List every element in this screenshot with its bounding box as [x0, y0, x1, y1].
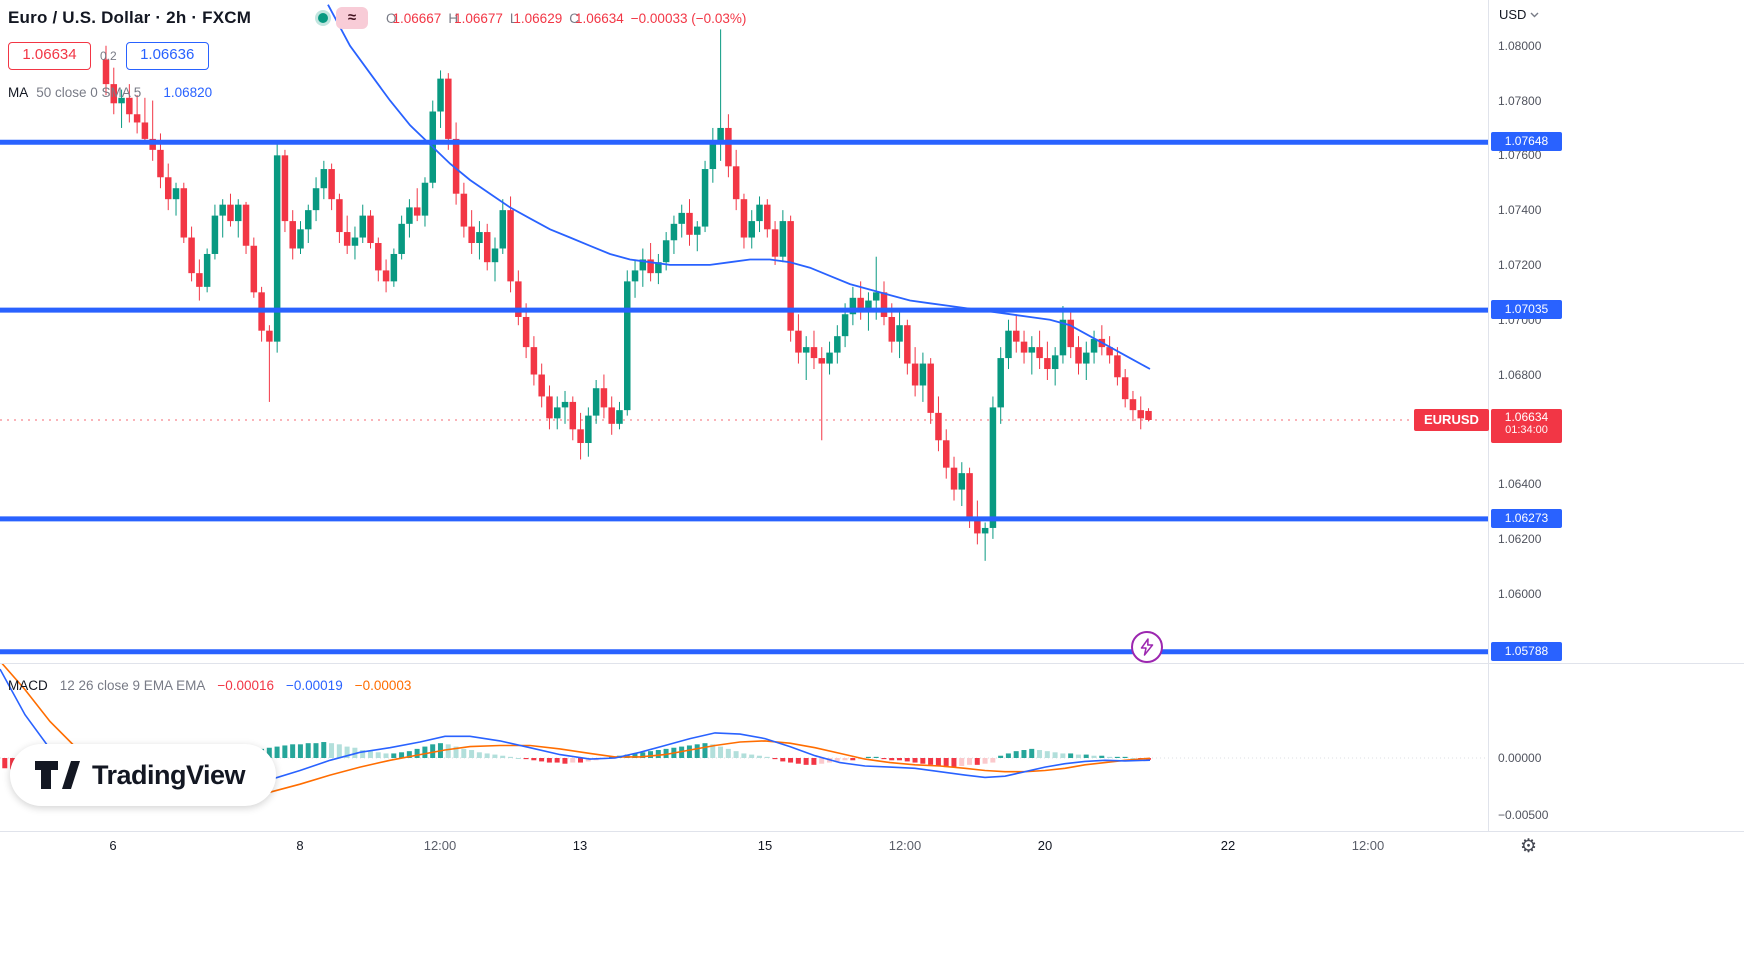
price-axis-tick: 1.06400 [1498, 477, 1542, 492]
macd-line-value: −0.00019 [286, 678, 343, 693]
currency-label: USD [1499, 7, 1527, 22]
price-axis-tick: 1.07600 [1498, 148, 1542, 163]
tradingview-logo[interactable]: TradingView [10, 744, 276, 806]
level-price-tag: 1.07648 [1491, 132, 1562, 152]
buy-button[interactable]: 1.06636 [125, 42, 209, 70]
bar-countdown: 01:34:00 [1505, 424, 1548, 436]
time-axis-label: 6 [109, 838, 117, 853]
price-axis-tick: 1.07400 [1498, 203, 1542, 218]
time-axis-label: 8 [296, 838, 304, 853]
last-price-tag: 1.06634 01:34:00 [1491, 409, 1562, 443]
price-axis-tick: 1.07200 [1498, 257, 1542, 272]
high-label: H [448, 11, 459, 26]
market-status-icon[interactable] [318, 13, 328, 23]
settings-gear-icon[interactable]: ⚙ [1520, 836, 1538, 857]
level-price-tag: 1.07035 [1491, 300, 1562, 320]
tradingview-logo-text: TradingView [92, 759, 246, 790]
time-axis-label: 22 [1220, 838, 1236, 853]
quote-buttons: 1.06634 0.2 1.06636 [8, 42, 209, 70]
level-price-tag: 1.05788 [1491, 641, 1562, 661]
low-value: 1.06629 [513, 11, 563, 26]
macd-signal-value: −0.00003 [354, 678, 412, 693]
pane-separator[interactable] [0, 663, 1744, 664]
currency-toggle[interactable]: USD [1499, 7, 1539, 22]
ma50-line[interactable] [327, 4, 1151, 370]
time-axis[interactable]: ⚙ 6 8 12:00 13 15 12:00 20 22 12:00 [0, 832, 1744, 956]
price-pane[interactable] [0, 0, 1488, 663]
macd-axis-tick: −0.00500 [1498, 808, 1549, 822]
last-price-value: 1.06634 [1504, 410, 1549, 424]
chevron-down-icon [1530, 12, 1539, 17]
symbol-title[interactable]: Euro / U.S. Dollar · 2h · FXCM [8, 8, 252, 27]
macd-hist-value: −0.00016 [217, 678, 275, 693]
time-axis-label: 12:00 [888, 838, 922, 853]
price-axis-tick: 1.08000 [1498, 38, 1542, 53]
price-axis-tick: 1.06200 [1498, 531, 1542, 546]
ma-legend-value: 1.06820 [163, 85, 213, 100]
macd-legend-params: 12 26 close 9 EMA EMA [59, 678, 206, 693]
symbol-price-label: EURUSD [1414, 409, 1489, 431]
lightning-icon [1140, 638, 1154, 656]
change-value: −0.00033 (−0.03%) [630, 11, 747, 26]
candlestick-series [102, 29, 1152, 561]
open-label: O [386, 11, 397, 26]
price-axis[interactable]: USD 1.06634 01:34:00 1.07648 1.07035 1.062… [1488, 0, 1744, 831]
close-label: C [569, 11, 579, 26]
open-value: 1.06667 [392, 11, 442, 26]
low-label: L [509, 11, 518, 26]
high-value: 1.06677 [454, 11, 503, 26]
time-axis-label: 15 [757, 838, 773, 853]
lightning-bolt-button[interactable] [1131, 631, 1163, 663]
level-price-tag: 1.06273 [1491, 508, 1562, 528]
close-value: 1.06634 [574, 11, 624, 26]
ma-legend[interactable]: MA 50 close 0 SMA 5 1.06820 [8, 85, 212, 100]
time-axis-label: 12:00 [1351, 838, 1385, 853]
price-axis-tick: 1.06000 [1498, 586, 1542, 601]
macd-legend[interactable]: MACD 12 26 close 9 EMA EMA −0.00016 −0.0… [8, 678, 411, 693]
price-axis-tick: 1.06800 [1498, 367, 1542, 382]
time-axis-label: 13 [572, 838, 588, 853]
delayed-data-badge[interactable]: ≈ [336, 7, 368, 29]
time-axis-label: 12:00 [423, 838, 457, 853]
macd-axis-tick: 0.00000 [1498, 751, 1542, 765]
ma-legend-title: MA [8, 85, 29, 100]
sell-button[interactable]: 1.06634 [8, 42, 91, 70]
spread-label: 0.2 [100, 49, 117, 63]
ohlc-readout: O1.06667 H1.06677 L1.06629 C1.06634 −0.0… [386, 11, 746, 26]
ma-legend-params: 50 close 0 SMA 5 [36, 85, 142, 100]
tradingview-logo-icon [35, 761, 80, 789]
time-axis-label: 20 [1037, 838, 1053, 853]
price-axis-tick: 1.07800 [1498, 93, 1542, 108]
macd-legend-title: MACD [8, 678, 48, 693]
time-axis-separator [0, 831, 1744, 832]
